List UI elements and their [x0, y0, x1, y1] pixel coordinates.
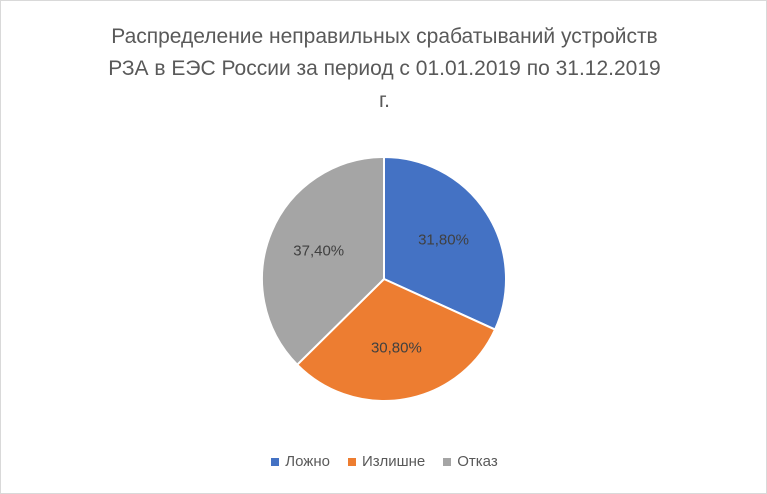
pie-slice-otkaz — [261, 155, 385, 367]
legend-item-izlishne: Излишне — [347, 453, 426, 470]
pie-slice-izlishne — [295, 277, 497, 402]
data-label-izlishne: 30,80% — [371, 340, 422, 357]
chart-title-line-3: г. — [379, 89, 390, 112]
legend-label-izlishne: Излишне — [361, 453, 426, 470]
pie-slice-lozhno — [383, 155, 507, 331]
legend-swatch-lozhno — [271, 457, 280, 466]
legend-label-otkaz: Отказ — [457, 453, 498, 470]
chart-title-line-2: РЗА в ЕЭС России за период с 01.01.2019 … — [108, 57, 661, 80]
legend-item-lozhno: Ложно — [271, 453, 330, 470]
chart-title-line-1: Распределение неправильных срабатываний … — [111, 25, 658, 48]
legend-swatch-otkaz — [443, 457, 452, 466]
legend-label-lozhno: Ложно — [285, 453, 330, 470]
chart-title: Распределение неправильных срабатываний … — [41, 21, 728, 117]
legend-item-otkaz: Отказ — [443, 453, 498, 470]
legend-swatch-izlishne — [347, 457, 356, 466]
data-label-otkaz: 37,40% — [293, 243, 344, 260]
data-label-lozhno: 31,80% — [418, 232, 469, 249]
legend: Ложно Излишне Отказ — [1, 453, 767, 470]
